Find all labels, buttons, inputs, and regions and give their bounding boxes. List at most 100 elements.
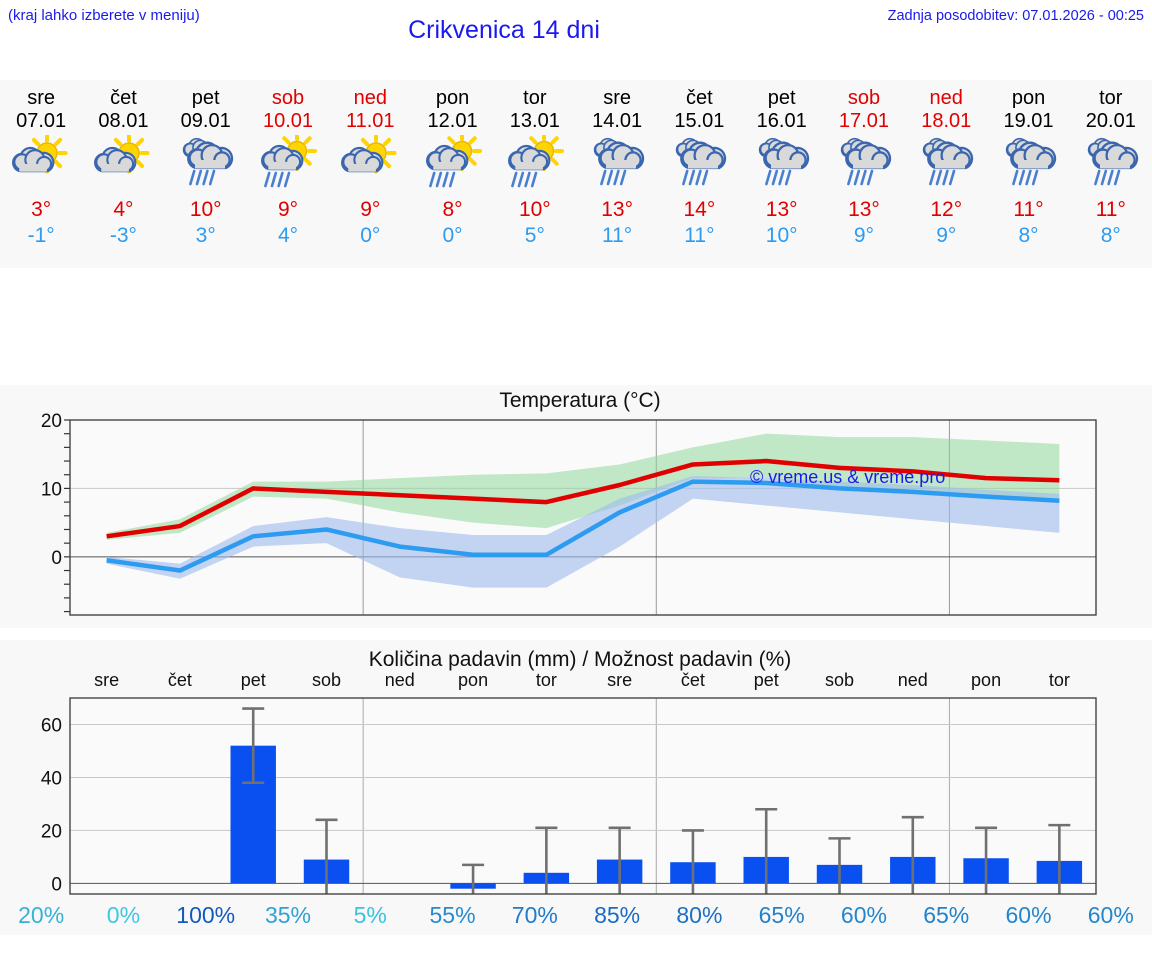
day-column[interactable]: tor 13.01 10° 5° bbox=[494, 80, 576, 268]
weather-icon-wrapper bbox=[908, 135, 984, 195]
precip-day-label: čet bbox=[168, 670, 192, 690]
day-date-label: 12.01 bbox=[427, 110, 478, 132]
precip-day-label: sob bbox=[312, 670, 341, 690]
precipitation-chart-title: Količina padavin (mm) / Možnost padavin … bbox=[368, 648, 792, 671]
precip-day-label: sre bbox=[607, 670, 632, 690]
day-column[interactable]: tor 20.01 11° 8° bbox=[1070, 80, 1152, 268]
cloud-rain-icon bbox=[1005, 137, 1056, 186]
weather-icon-wrapper bbox=[250, 135, 326, 195]
weather-icon-wrapper bbox=[497, 135, 573, 195]
day-column[interactable]: pon 19.01 11° 8° bbox=[987, 80, 1069, 268]
day-column[interactable]: pet 16.01 13° 10° bbox=[741, 80, 823, 268]
day-date-label: 09.01 bbox=[180, 110, 231, 132]
day-of-week-label: pon bbox=[1011, 87, 1046, 109]
day-date-label: 13.01 bbox=[509, 110, 560, 132]
precip-day-label: pet bbox=[754, 670, 779, 690]
precipitation-probability-value: 100% bbox=[176, 902, 236, 928]
precip-day-label: sob bbox=[825, 670, 854, 690]
day-of-week-label: pon bbox=[435, 87, 470, 109]
max-temperature-value: 13° bbox=[848, 198, 880, 221]
day-of-week-label: ned bbox=[353, 87, 387, 109]
precipitation-probability-value: 85% bbox=[594, 902, 641, 928]
max-temperature-line bbox=[106, 458, 1060, 539]
day-of-week-label: tor bbox=[1099, 87, 1123, 109]
precipitation-probability-value: 5% bbox=[353, 902, 387, 928]
day-date-label: 11.01 bbox=[345, 110, 395, 132]
day-date-label: 18.01 bbox=[921, 110, 972, 132]
day-column[interactable]: ned 18.01 12° 9° bbox=[905, 80, 987, 268]
day-column[interactable]: sob 17.01 13° 9° bbox=[823, 80, 905, 268]
max-temperature-value: 8° bbox=[442, 198, 463, 221]
precip-y-tick-label: 20 bbox=[41, 821, 62, 842]
day-date-label: 10.01 bbox=[262, 110, 314, 132]
day-column[interactable]: pon 12.01 8° 0° bbox=[411, 80, 493, 268]
sun-cloud-icon bbox=[94, 135, 150, 174]
max-temperature-value: 10° bbox=[518, 198, 551, 221]
day-column[interactable]: sre 07.01 3° -1° bbox=[0, 80, 82, 268]
min-temperature-value: 0° bbox=[442, 224, 463, 247]
cloud-rain-icon bbox=[182, 137, 233, 186]
sun-cloud-rain-icon bbox=[507, 135, 564, 188]
precipitation-error-bar bbox=[535, 826, 558, 894]
max-temperature-value: 11° bbox=[1095, 198, 1126, 221]
precipitation-probability-value: 60% bbox=[1087, 902, 1134, 928]
day-column[interactable]: pet 09.01 10° 3° bbox=[165, 80, 247, 268]
max-temperature-value: 9° bbox=[277, 198, 299, 221]
min-temperature-value: 8° bbox=[1100, 224, 1121, 247]
day-column[interactable]: čet 08.01 4° -3° bbox=[82, 80, 164, 268]
day-date-label: 17.01 bbox=[838, 110, 889, 132]
weather-icon-wrapper bbox=[332, 135, 408, 195]
last-updated-text: Zadnja posodobitev: 07.01.2026 - 00:25 bbox=[887, 8, 1144, 24]
precipitation-chart-section: Količina padavin (mm) / Možnost padavin … bbox=[0, 640, 1152, 935]
day-column[interactable]: čet 15.01 14° 11° bbox=[658, 80, 740, 268]
page-title: Crikvenica 14 dni bbox=[408, 16, 600, 44]
min-temperature-value: 9° bbox=[936, 224, 957, 247]
precipitation-error-bar bbox=[315, 818, 338, 894]
precip-day-label: pon bbox=[971, 670, 1001, 690]
day-of-week-label: ned bbox=[929, 87, 963, 109]
precipitation-probability-value: 60% bbox=[1005, 902, 1052, 928]
weather-icon-wrapper bbox=[168, 135, 244, 195]
precip-y-tick-label: 60 bbox=[41, 715, 62, 736]
precipitation-probability-value: 35% bbox=[264, 902, 311, 928]
temp-y-tick-label: 0 bbox=[51, 548, 62, 569]
day-date-label: 07.01 bbox=[16, 110, 67, 132]
day-date-label: 08.01 bbox=[98, 110, 149, 132]
temp-y-tick-label: 20 bbox=[41, 411, 62, 432]
day-of-week-label: pet bbox=[767, 87, 796, 109]
precip-day-label: čet bbox=[681, 670, 705, 690]
cloud-rain-icon bbox=[676, 137, 727, 186]
cloud-rain-icon bbox=[923, 137, 974, 186]
day-column[interactable]: ned 11.01 9° 0° bbox=[329, 80, 411, 268]
max-temperature-value: 10° bbox=[189, 198, 222, 221]
page-header: (kraj lahko izberete v meniju) Crikvenic… bbox=[0, 0, 1152, 44]
weather-icon-wrapper bbox=[1073, 135, 1149, 195]
precip-y-tick-label: 40 bbox=[41, 768, 62, 789]
cloud-rain-icon bbox=[840, 137, 892, 186]
precipitation-probability-value: 70% bbox=[511, 902, 558, 928]
precipitation-probability-value: 55% bbox=[429, 902, 476, 928]
weather-icon-wrapper bbox=[85, 135, 161, 195]
day-column[interactable]: sob 10.01 9° 4° bbox=[247, 80, 329, 268]
weather-icon-wrapper bbox=[415, 135, 491, 195]
precipitation-error-bar bbox=[608, 826, 631, 894]
precipitation-probability-value: 0% bbox=[106, 902, 141, 928]
day-of-week-label: sob bbox=[847, 87, 881, 109]
precipitation-error-bar bbox=[828, 837, 851, 894]
precipitation-error-bar bbox=[975, 826, 998, 894]
precipitation-chart-svg: sre čet pet sob ned pon tor sre čet pet sob ned pon t… bbox=[41, 670, 1097, 895]
temp-y-tick-label: 10 bbox=[41, 479, 62, 500]
precipitation-error-bar bbox=[242, 707, 265, 785]
temperature-chart-section: Temperatura (°C) 0 10 20 bbox=[0, 385, 1152, 628]
day-column[interactable]: sre 14.01 13° 11° bbox=[576, 80, 658, 268]
cloud-rain-icon bbox=[1087, 137, 1138, 186]
precip-day-label: pet bbox=[241, 670, 266, 690]
sun-cloud-icon bbox=[341, 135, 397, 174]
day-of-week-label: tor bbox=[523, 87, 547, 109]
sun-cloud-icon bbox=[12, 135, 68, 174]
min-temperature-value: 0° bbox=[360, 224, 381, 247]
day-date-label: 19.01 bbox=[1003, 110, 1054, 132]
precip-day-label: tor bbox=[1049, 670, 1070, 690]
min-temperature-line bbox=[106, 479, 1060, 573]
precip-day-label: ned bbox=[898, 670, 928, 690]
